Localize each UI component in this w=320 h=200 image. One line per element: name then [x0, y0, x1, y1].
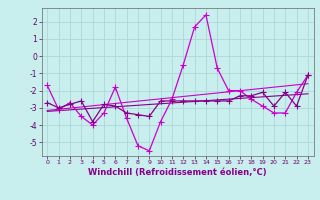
- X-axis label: Windchill (Refroidissement éolien,°C): Windchill (Refroidissement éolien,°C): [88, 168, 267, 177]
